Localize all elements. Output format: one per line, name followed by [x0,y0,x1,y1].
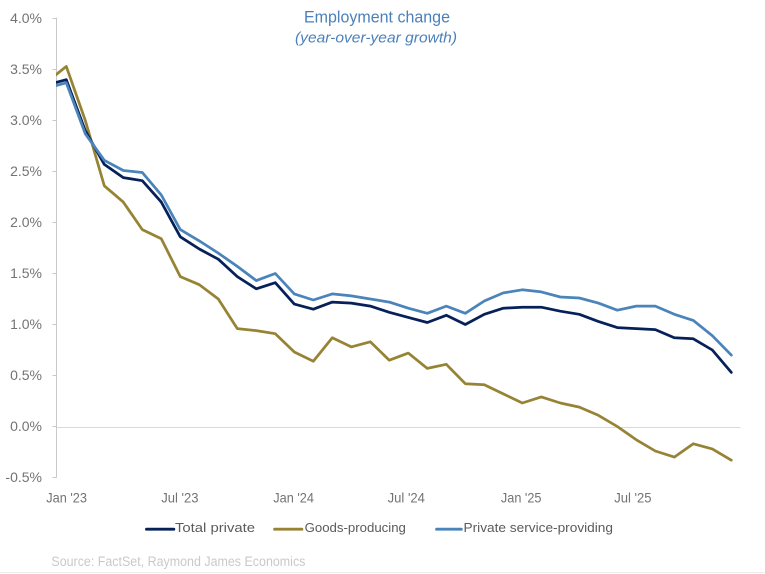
svg-text:Jan '23: Jan '23 [46,490,87,506]
svg-text:Goods-producing: Goods-producing [305,520,406,535]
svg-text:Jul '25: Jul '25 [614,490,651,506]
svg-text:Private service-providing: Private service-providing [464,520,614,535]
svg-text:Employment change: Employment change [304,9,450,27]
svg-text:0.5%: 0.5% [10,367,42,383]
svg-text:Source: FactSet, Raymond James: Source: FactSet, Raymond James Economics [51,554,305,569]
svg-text:Jan '24: Jan '24 [273,490,314,506]
svg-text:0.0%: 0.0% [10,418,42,434]
svg-text:4.0%: 4.0% [10,10,42,26]
svg-text:3.0%: 3.0% [10,112,42,128]
svg-text:3.5%: 3.5% [10,61,42,77]
svg-text:Jul '23: Jul '23 [161,490,198,506]
svg-text:Total private: Total private [175,520,255,535]
svg-text:1.0%: 1.0% [10,316,42,332]
svg-text:-0.5%: -0.5% [5,469,42,485]
svg-text:2.5%: 2.5% [10,163,42,179]
svg-text:2.0%: 2.0% [10,214,42,230]
svg-text:Jan '25: Jan '25 [501,490,542,506]
svg-text:Jul '24: Jul '24 [388,490,425,506]
svg-text:(year-over-year growth): (year-over-year growth) [295,30,457,47]
svg-text:1.5%: 1.5% [10,265,42,281]
